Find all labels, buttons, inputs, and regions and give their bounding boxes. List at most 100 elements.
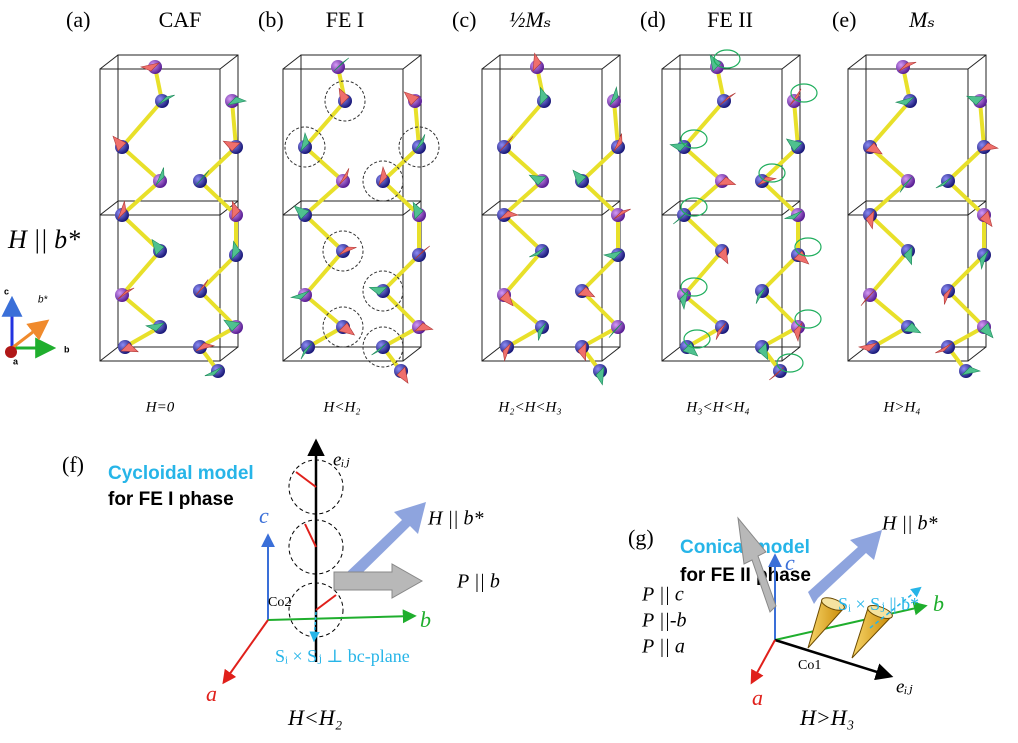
spin-cone: [795, 310, 821, 328]
bond: [383, 255, 419, 291]
bond: [762, 181, 798, 215]
bond: [200, 147, 236, 181]
spin: [296, 472, 316, 487]
cell-edge: [283, 347, 301, 361]
cell-edge: [662, 347, 680, 361]
polarization-label: P ||-b: [641, 610, 687, 632]
unit-cell: [848, 55, 998, 378]
site-label: Co1: [798, 658, 821, 673]
panel-title: ½Mₛ: [509, 7, 551, 32]
bond: [122, 181, 160, 215]
axis-label: a: [752, 685, 763, 710]
bond: [870, 215, 908, 251]
panel-title: CAF: [159, 7, 202, 32]
bond: [305, 215, 343, 251]
axis-label: b*: [38, 295, 49, 306]
panel-label: (a): [66, 7, 90, 32]
cell-edge: [848, 55, 866, 69]
condition: H>H₄: [882, 399, 920, 415]
panel-f: (f) Cycloidal model for FE I phase eᵢⱼ H…: [62, 442, 500, 730]
cell-edge: [403, 347, 421, 361]
spin-cone: [714, 50, 740, 68]
cell-edge: [662, 55, 680, 69]
axis-label: b: [933, 591, 944, 616]
cell-edge: [482, 347, 500, 361]
condition: H₃<H<H₄: [685, 399, 749, 415]
bond: [684, 251, 722, 295]
axis-label: c: [785, 550, 795, 575]
cell-edge: [100, 55, 118, 69]
axis-label: b: [64, 344, 70, 354]
unit-cell: [482, 53, 631, 385]
bond: [870, 251, 908, 295]
condition: H<H₂: [322, 399, 360, 415]
condition: H<H₂: [287, 705, 343, 730]
field-label: H || b*: [881, 513, 937, 535]
cell-edge: [283, 55, 301, 69]
condition: H=0: [145, 399, 175, 415]
bond: [870, 181, 908, 215]
model-subtitle: for FE I phase: [108, 489, 234, 510]
panel-title: Mₛ: [908, 7, 935, 32]
cell-edge: [602, 347, 620, 361]
spin: [305, 524, 316, 547]
cell-edge: [403, 55, 421, 69]
cell-edge: [220, 55, 238, 69]
cell-edge: [782, 55, 800, 69]
cell-edge: [482, 201, 500, 215]
bond: [684, 101, 724, 147]
axis-b-star: [12, 322, 46, 348]
condition: H>H₃: [799, 705, 854, 730]
bond: [948, 147, 984, 181]
bond: [504, 181, 542, 215]
polarization-arrow: [334, 564, 422, 598]
bond: [305, 181, 343, 215]
polarization-label: P || a: [641, 636, 685, 658]
bond: [582, 291, 618, 327]
panel-label: (b): [258, 7, 284, 32]
cell-edge: [100, 201, 118, 215]
bond: [948, 181, 984, 215]
spin-cone: [791, 84, 817, 102]
bond: [305, 101, 345, 147]
bond: [762, 291, 798, 327]
bond: [684, 215, 722, 251]
bond: [870, 295, 908, 327]
panel-title: FE I: [326, 7, 365, 32]
bond: [948, 255, 984, 291]
cell-edge: [848, 347, 866, 361]
bond-axis-label: eᵢⱼ: [896, 676, 912, 697]
unit-cell: [662, 50, 821, 380]
axis-a: [752, 640, 775, 682]
cell-edge: [968, 347, 986, 361]
field-label: H || b*: [427, 508, 483, 530]
axis-glyph: c b* b a: [4, 286, 70, 366]
bond: [948, 291, 984, 327]
cell-edge: [662, 201, 680, 215]
panel-g: (g) Conical model for FE II phase c H ||…: [628, 513, 944, 730]
cross-label: Sᵢ × Sⱼ ⊥ bc-plane: [275, 646, 410, 666]
polarization-label: P || b: [456, 571, 500, 593]
bond-axis-label: eᵢⱼ: [333, 449, 349, 470]
condition: H₂<H<H₃: [497, 399, 561, 415]
panel-label: (f): [62, 452, 84, 477]
top-panels: (a)CAFH=0(b)FE IH<H₂(c)½MₛH₂<H<H₃(d)FE I…: [66, 7, 998, 415]
cell-edge: [220, 347, 238, 361]
bond: [684, 147, 722, 181]
bond: [122, 147, 160, 181]
bond: [582, 147, 618, 181]
bond: [383, 291, 419, 327]
field-label: H || b*: [7, 225, 80, 254]
polarization-label: P || c: [641, 584, 684, 606]
bond: [582, 181, 618, 215]
unit-cell: [283, 55, 439, 383]
axis-label: b: [420, 607, 431, 632]
cell-edge: [848, 201, 866, 215]
bond: [870, 101, 910, 147]
panel-label: (g): [628, 525, 654, 550]
bond: [684, 295, 722, 327]
panel-label: (e): [832, 7, 856, 32]
panel-label: (c): [452, 7, 476, 32]
bond: [383, 181, 419, 215]
bond: [122, 295, 160, 327]
